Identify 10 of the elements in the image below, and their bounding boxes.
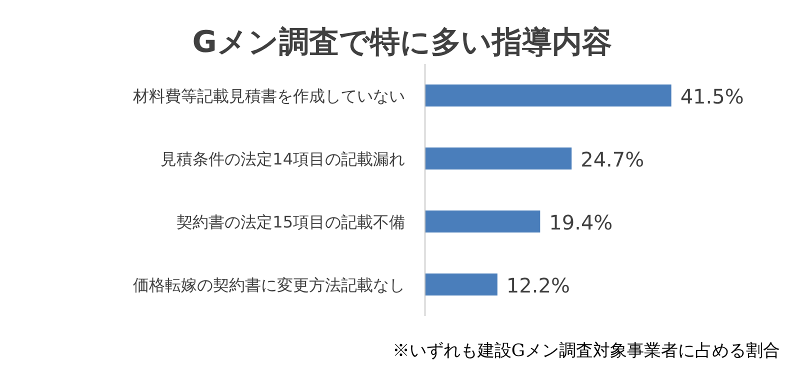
category-label: 価格転嫁の契約書に変更方法記載なし — [133, 276, 405, 294]
data-label: 41.5% — [680, 84, 744, 108]
title: Gメン調査で特に多い指導内容 — [192, 25, 612, 60]
category-label: 契約書の法定15項目の記載不備 — [176, 212, 405, 232]
category-label: 材料費等記載見積書を作成していない — [133, 86, 405, 106]
category-label: 見積条件の法定14項目の記載漏れ — [160, 150, 405, 168]
data-label: 24.7% — [580, 148, 644, 172]
annotation: ※いずれも建設Gメン調査対象事業者に占める割合 — [392, 341, 780, 361]
data-label: 19.4% — [549, 210, 613, 234]
data-label: 12.2% — [506, 274, 570, 298]
